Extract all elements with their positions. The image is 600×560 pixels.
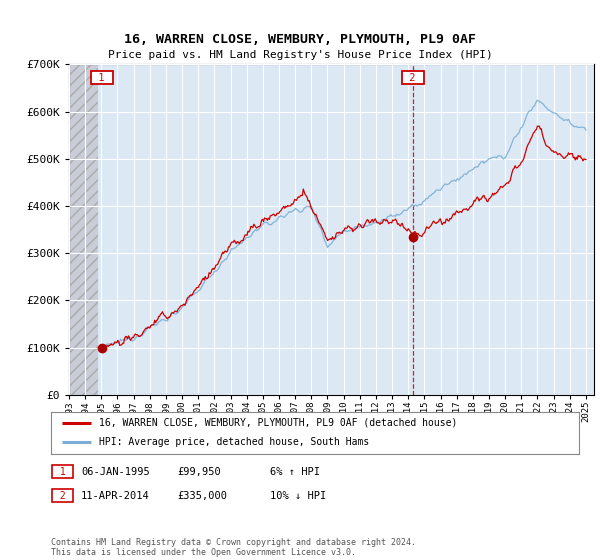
Text: 2: 2 xyxy=(403,73,422,83)
Text: 16, WARREN CLOSE, WEMBURY, PLYMOUTH, PL9 0AF (detached house): 16, WARREN CLOSE, WEMBURY, PLYMOUTH, PL9… xyxy=(98,418,457,428)
Text: 16, WARREN CLOSE, WEMBURY, PLYMOUTH, PL9 0AF: 16, WARREN CLOSE, WEMBURY, PLYMOUTH, PL9… xyxy=(124,33,476,46)
Text: 1: 1 xyxy=(92,73,111,83)
Text: 6% ↑ HPI: 6% ↑ HPI xyxy=(270,466,320,477)
Text: 06-JAN-1995: 06-JAN-1995 xyxy=(81,466,150,477)
Text: Price paid vs. HM Land Registry's House Price Index (HPI): Price paid vs. HM Land Registry's House … xyxy=(107,50,493,60)
Text: HPI: Average price, detached house, South Hams: HPI: Average price, detached house, Sout… xyxy=(98,437,369,447)
Text: 11-APR-2014: 11-APR-2014 xyxy=(81,491,150,501)
Text: 1: 1 xyxy=(54,466,71,477)
Text: 2: 2 xyxy=(54,491,71,501)
Text: 10% ↓ HPI: 10% ↓ HPI xyxy=(270,491,326,501)
Text: £99,950: £99,950 xyxy=(177,466,221,477)
Text: £335,000: £335,000 xyxy=(177,491,227,501)
Polygon shape xyxy=(69,64,98,395)
Text: Contains HM Land Registry data © Crown copyright and database right 2024.
This d: Contains HM Land Registry data © Crown c… xyxy=(51,538,416,557)
